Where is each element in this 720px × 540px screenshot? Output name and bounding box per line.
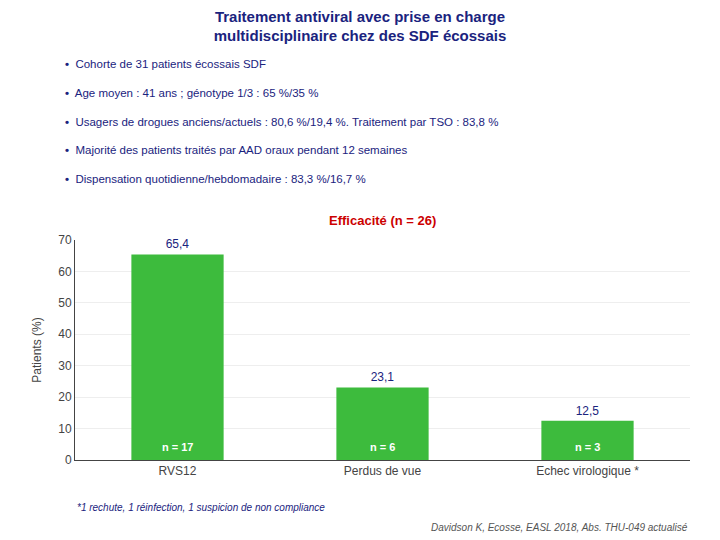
svg-text:• Cohorte de 31 patients écos: • Cohorte de 31 patients écossais SDF — [65, 58, 266, 70]
svg-text:40: 40 — [58, 327, 72, 341]
svg-text:70: 70 — [58, 233, 72, 247]
svg-text:• Age moyen : 41 ans ; génoty: • Age moyen : 41 ans ; génotype 1/3 : 65… — [65, 87, 318, 99]
svg-text:30: 30 — [58, 359, 72, 373]
svg-text:n = 3: n = 3 — [575, 441, 600, 453]
svg-text:• Usagers de drogues anciens/: • Usagers de drogues anciens/actuels : 8… — [65, 116, 498, 128]
svg-text:Echec virologique *: Echec virologique * — [536, 464, 639, 478]
svg-text:Traitement antiviral avec pris: Traitement antiviral avec prise en charg… — [214, 8, 507, 45]
svg-text:Patients (%): Patients (%) — [30, 317, 44, 382]
svg-text:Davidson K, Ecosse, EASL 2018,: Davidson K, Ecosse, EASL 2018, Abs. THU-… — [431, 522, 688, 533]
svg-text:23,1: 23,1 — [371, 370, 395, 384]
svg-text:*1 rechute, 1 réinfection, 1 s: *1 rechute, 1 réinfection, 1 suspicion d… — [77, 502, 325, 513]
svg-text:Efficacité (n = 26): Efficacité (n = 26) — [329, 213, 436, 228]
svg-text:60: 60 — [58, 265, 72, 279]
svg-text:n = 17: n = 17 — [162, 441, 194, 453]
svg-text:n = 6: n = 6 — [370, 441, 395, 453]
svg-text:0: 0 — [65, 453, 72, 467]
svg-text:20: 20 — [58, 390, 72, 404]
svg-text:• Majorité des patients trait: • Majorité des patients traités par AAD … — [65, 144, 407, 156]
svg-text:• Dispensation quotidienne/he: • Dispensation quotidienne/hebdomadaire … — [65, 173, 366, 185]
svg-text:65,4: 65,4 — [166, 237, 190, 251]
svg-text:50: 50 — [58, 296, 72, 310]
svg-text:12,5: 12,5 — [576, 404, 600, 418]
svg-text:RVS12: RVS12 — [159, 464, 197, 478]
svg-text:10: 10 — [58, 422, 72, 436]
svg-text:Perdus de vue: Perdus de vue — [344, 464, 422, 478]
